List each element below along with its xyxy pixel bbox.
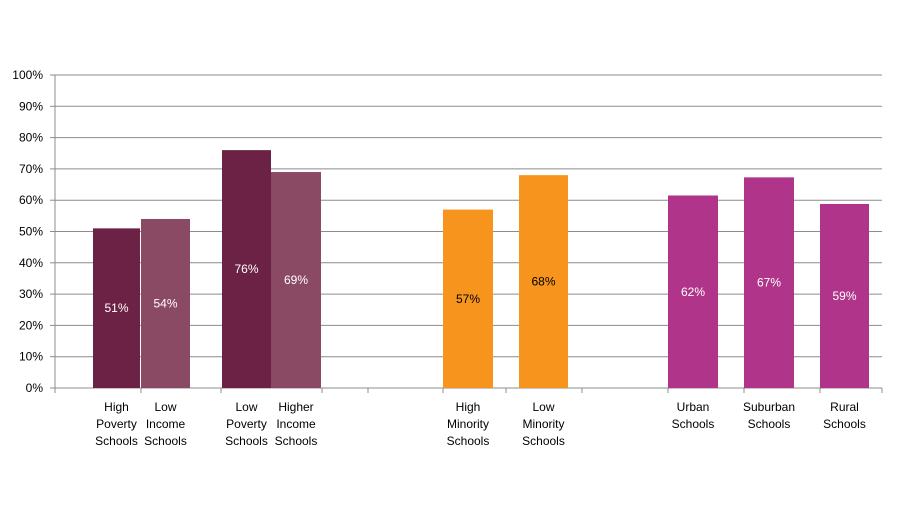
x-category-label: Income: [276, 417, 316, 431]
y-tick-label: 80%: [19, 131, 43, 145]
x-category-label: Higher: [278, 400, 313, 414]
y-tick-label: 0%: [26, 381, 44, 395]
y-tick-label: 50%: [19, 225, 43, 239]
x-category-label: High: [104, 400, 129, 414]
bar-data-label: 67%: [757, 276, 781, 290]
bar-data-label: 69%: [284, 273, 308, 287]
x-category-label: Low: [532, 400, 554, 414]
y-tick-label: 10%: [19, 350, 43, 364]
x-category-label: Schools: [275, 434, 318, 448]
x-category-label: Schools: [95, 434, 138, 448]
x-category-label: Income: [146, 417, 186, 431]
bar: [443, 209, 493, 388]
bar: [519, 175, 568, 388]
bar: [93, 228, 140, 388]
bar: [820, 203, 869, 388]
x-category-label: Suburban: [743, 400, 795, 414]
x-category-label: Low: [154, 400, 176, 414]
y-tick-label: 40%: [19, 256, 43, 270]
y-tick-label: 30%: [19, 287, 43, 301]
bar: [141, 218, 190, 388]
x-category-label: High: [456, 400, 481, 414]
x-category-label: Poverty: [226, 417, 267, 431]
labels: 51% High Poverty Schools 54% Low Income Schools…: [95, 262, 866, 448]
bars: [93, 150, 869, 388]
x-category-label: Schools: [225, 434, 268, 448]
x-category-label: Schools: [672, 417, 715, 431]
bar-data-label: 59%: [832, 289, 856, 303]
y-tick-label: 90%: [19, 99, 43, 113]
y-tick-label: 70%: [19, 162, 43, 176]
bar-data-label: 68%: [531, 275, 555, 289]
x-category-label: Minority: [447, 417, 489, 431]
x-category-label: Schools: [522, 434, 565, 448]
bar-data-label: 54%: [153, 296, 177, 310]
y-tick-label: 100%: [12, 68, 43, 82]
x-category-label: Schools: [144, 434, 187, 448]
x-category-label: Schools: [823, 417, 866, 431]
bar-data-label: 57%: [456, 292, 480, 306]
x-category-label: Urban: [677, 400, 710, 414]
bar: [271, 172, 321, 388]
bar: [222, 150, 271, 388]
x-category-label: Minority: [522, 417, 564, 431]
bar-data-label: 51%: [104, 301, 128, 315]
y-tick-label: 60%: [19, 193, 43, 207]
bar-data-label: 76%: [234, 262, 258, 276]
x-category-label: Schools: [447, 434, 490, 448]
x-category-label: Low: [235, 400, 257, 414]
y-tick-label: 20%: [19, 318, 43, 332]
bar-data-label: 62%: [681, 285, 705, 299]
x-category-label: Poverty: [96, 417, 137, 431]
x-category-label: Rural: [830, 400, 859, 414]
bar: [668, 195, 718, 388]
bar: [744, 177, 794, 388]
x-category-label: Schools: [748, 417, 791, 431]
